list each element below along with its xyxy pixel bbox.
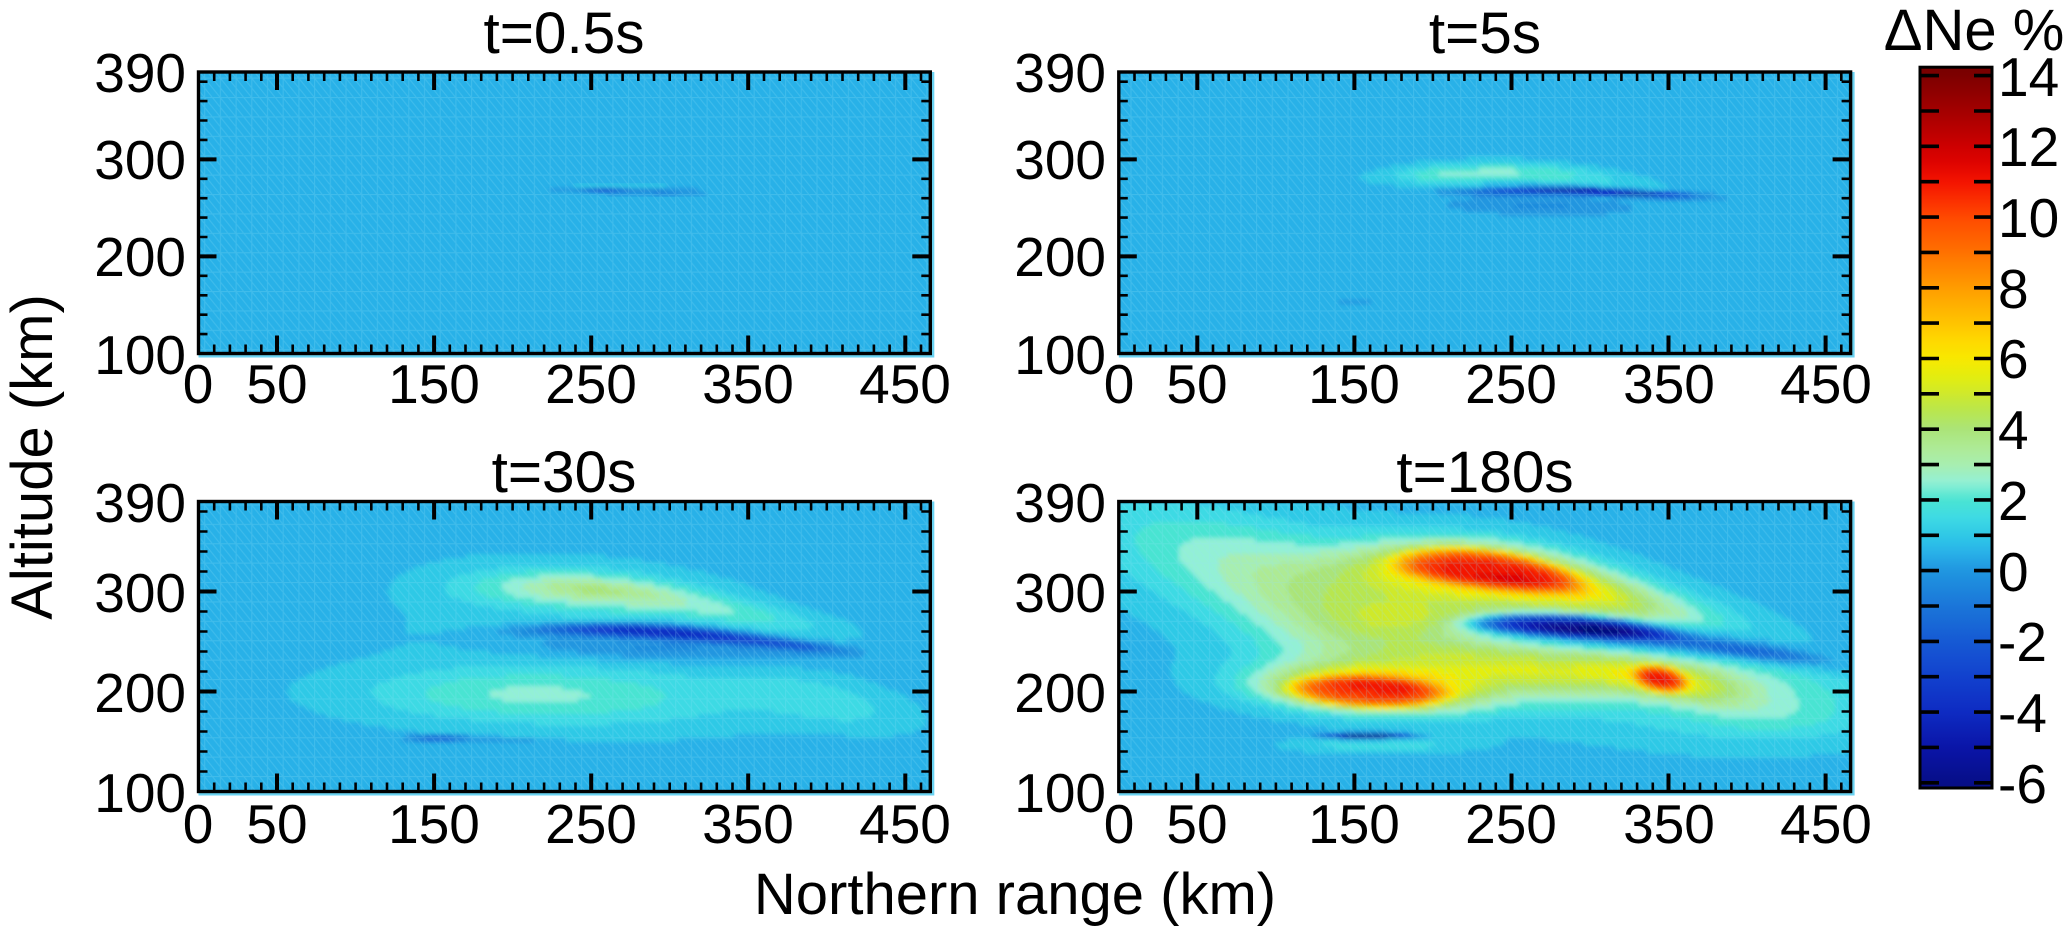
svg-text:350: 350 [702,353,794,415]
svg-text:450: 450 [1780,353,1872,415]
svg-text:450: 450 [859,793,951,855]
svg-text:250: 250 [545,353,637,415]
svg-text:0: 0 [1104,353,1135,415]
svg-text:10: 10 [1998,187,2059,249]
svg-text:250: 250 [1465,353,1557,415]
svg-text:-6: -6 [1998,753,2047,815]
svg-text:t=5s: t=5s [1429,1,1541,66]
svg-text:50: 50 [1166,793,1227,855]
svg-text:350: 350 [1623,793,1715,855]
svg-text:100: 100 [94,324,186,386]
svg-text:0: 0 [183,793,214,855]
svg-text:390: 390 [94,472,186,534]
svg-text:0: 0 [1104,793,1135,855]
svg-text:200: 200 [94,662,186,724]
svg-text:8: 8 [1998,258,2029,320]
svg-text:-4: -4 [1998,682,2047,744]
svg-text:150: 150 [388,353,480,415]
svg-text:450: 450 [859,353,951,415]
svg-text:200: 200 [1014,226,1106,288]
svg-text:300: 300 [94,562,186,624]
svg-text:50: 50 [1166,353,1227,415]
svg-text:-2: -2 [1998,611,2047,673]
svg-text:6: 6 [1998,328,2029,390]
svg-text:450: 450 [1780,793,1872,855]
svg-text:150: 150 [388,793,480,855]
svg-text:100: 100 [1014,324,1106,386]
svg-text:300: 300 [1014,129,1106,191]
svg-text:200: 200 [1014,662,1106,724]
svg-text:50: 50 [246,353,307,415]
svg-text:14: 14 [1998,46,2059,108]
svg-text:0: 0 [1998,541,2029,603]
svg-text:250: 250 [545,793,637,855]
svg-text:t=180s: t=180s [1396,440,1573,505]
svg-text:t=0.5s: t=0.5s [484,1,645,66]
svg-text:0: 0 [183,353,214,415]
svg-text:350: 350 [702,793,794,855]
svg-text:150: 150 [1308,793,1400,855]
svg-text:12: 12 [1998,116,2059,178]
svg-text:250: 250 [1465,793,1557,855]
svg-text:t=30s: t=30s [492,440,637,505]
svg-text:2: 2 [1998,470,2029,532]
svg-text:150: 150 [1308,353,1400,415]
svg-text:100: 100 [94,762,186,824]
svg-text:ΔNe %: ΔNe % [1884,0,2065,63]
svg-text:300: 300 [1014,562,1106,624]
svg-text:50: 50 [246,793,307,855]
svg-text:Northern range (km): Northern range (km) [754,862,1276,927]
svg-text:350: 350 [1623,353,1715,415]
svg-text:390: 390 [1014,472,1106,534]
svg-text:200: 200 [94,226,186,288]
svg-text:100: 100 [1014,762,1106,824]
svg-text:300: 300 [94,129,186,191]
svg-text:4: 4 [1998,399,2029,461]
svg-text:390: 390 [94,42,186,104]
svg-text:Altitude (km): Altitude (km) [0,294,65,620]
svg-text:390: 390 [1014,42,1106,104]
